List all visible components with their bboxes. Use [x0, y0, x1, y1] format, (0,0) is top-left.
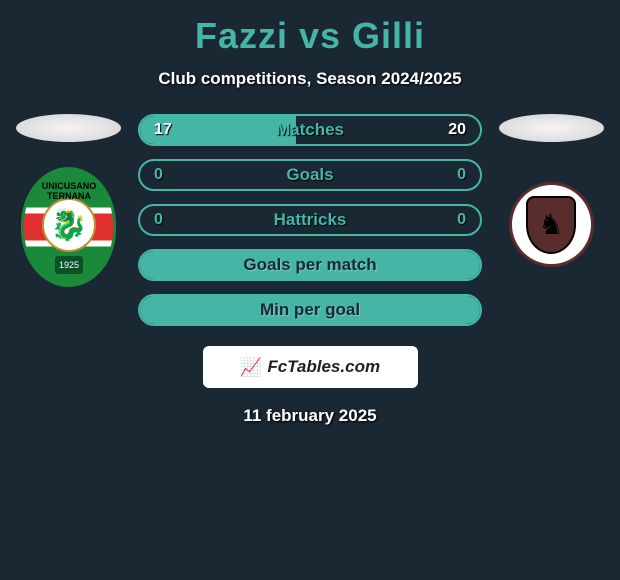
page-title: Fazzi vs Gilli [0, 15, 620, 57]
badge-year: 1925 [55, 256, 83, 274]
stat-label: Goals per match [243, 255, 376, 275]
stat-bar-goals-per-match: Goals per match [138, 249, 482, 281]
badge-text: UNICUSANOTERNANA [42, 182, 97, 202]
subtitle: Club competitions, Season 2024/2025 [0, 69, 620, 89]
stat-label: Goals [286, 165, 333, 185]
date-label: 11 february 2025 [0, 406, 620, 426]
stat-bar-min-per-goal: Min per goal [138, 294, 482, 326]
comparison-widget: Fazzi vs Gilli Club competitions, Season… [0, 0, 620, 436]
ternana-badge: UNICUSANOTERNANA 🐉 1925 [21, 167, 116, 287]
stat-bar-hattricks: 0 Hattricks 0 [138, 204, 482, 236]
badge-shield-icon: ♞ [526, 196, 576, 254]
stat-label: Hattricks [274, 210, 347, 230]
club-badge-left[interactable]: UNICUSANOTERNANA 🐉 1925 [19, 167, 119, 287]
stat-bar-goals: 0 Goals 0 [138, 159, 482, 191]
watermark-banner[interactable]: 📈 FcTables.com [203, 346, 418, 388]
watermark-text: FcTables.com [267, 357, 380, 377]
stat-left-value: 0 [154, 166, 163, 184]
stat-label: Matches [276, 120, 344, 140]
chart-icon: 📈 [240, 357, 262, 378]
stats-column: 17 Matches 20 0 Goals 0 0 Hattricks 0 Go… [138, 114, 482, 326]
player-left-column: UNICUSANOTERNANA 🐉 1925 [10, 114, 128, 287]
ellipse-decoration [16, 114, 121, 142]
comparison-area: UNICUSANOTERNANA 🐉 1925 17 Matches 20 0 … [0, 114, 620, 326]
stat-right-value: 0 [457, 211, 466, 229]
stat-label: Min per goal [260, 300, 360, 320]
stat-left-value: 17 [154, 121, 172, 139]
badge-center-icon: 🐉 [42, 198, 96, 252]
arezzo-badge: ♞ [509, 182, 594, 267]
stat-left-value: 0 [154, 211, 163, 229]
stat-right-value: 20 [448, 121, 466, 139]
stat-bar-matches: 17 Matches 20 [138, 114, 482, 146]
club-badge-right[interactable]: ♞ [501, 182, 601, 267]
player-right-column: ♞ [492, 114, 610, 267]
ellipse-decoration [499, 114, 604, 142]
stat-right-value: 0 [457, 166, 466, 184]
